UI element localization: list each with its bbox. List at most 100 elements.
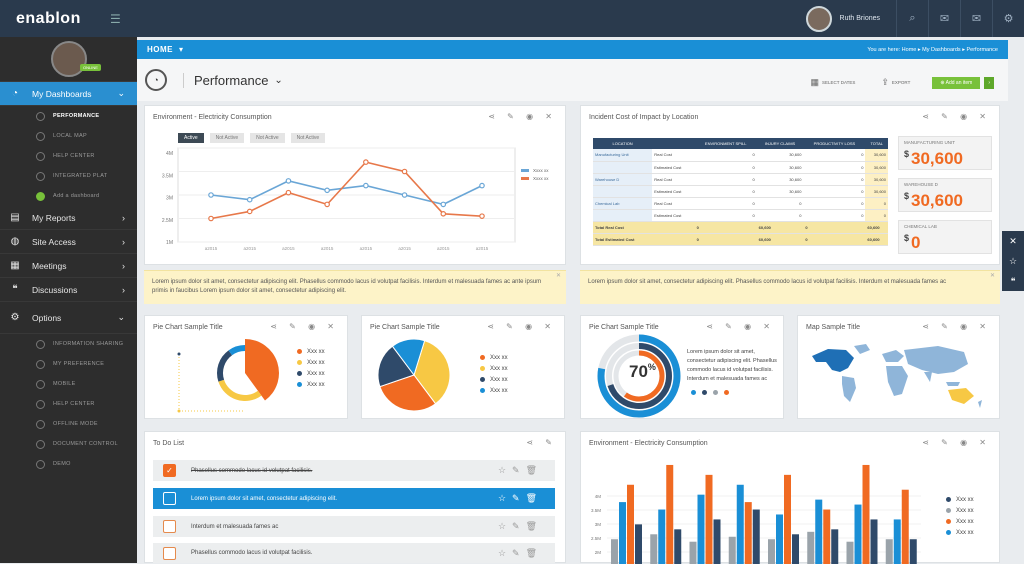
checkbox[interactable] xyxy=(163,492,176,505)
tab-not-active[interactable]: Not Active xyxy=(209,133,245,143)
table-row[interactable]: Warehouse D Real Cost 0 30,600 0 30,600 xyxy=(593,173,888,186)
card-actions[interactable]: ⋖ ✎ ◉ ✕ xyxy=(488,112,557,121)
chat-icon[interactable]: ❝ xyxy=(1010,275,1016,286)
data-point xyxy=(440,201,447,208)
world-map[interactable] xyxy=(798,316,1001,420)
table-cell: 0 xyxy=(756,197,804,210)
sidebar-sub-demo[interactable]: DEMO xyxy=(0,454,137,474)
sidebar-item-my-dashboards[interactable]: ◔ My Dashboards ⌄ xyxy=(0,82,137,106)
profile-avatar[interactable] xyxy=(50,41,87,77)
sidebar-sub-my-preference[interactable]: MY PREFERENCE xyxy=(0,354,137,374)
sidebar-item-meetings[interactable]: ▦ Meetings › xyxy=(0,254,137,278)
card-actions[interactable]: ⋖ ✎ ◉ ✕ xyxy=(487,322,556,331)
stat-value: $30,600 xyxy=(904,149,963,169)
table-row[interactable]: Chemical Lab Real Cost 0 0 0 0 xyxy=(593,197,888,210)
table-header: PRODUCTIVITY LOSS xyxy=(803,138,866,149)
sidebar-sub-document-control[interactable]: DOCUMENT CONTROL xyxy=(0,434,137,454)
card-title: Pie Chart Sample Title xyxy=(153,324,223,331)
checkbox[interactable] xyxy=(163,520,176,533)
table-row[interactable]: Manufacturing Unit Real Cost 0 30,600 0 30,60… xyxy=(593,149,888,162)
gear-icon[interactable]: ⚙ xyxy=(992,0,1024,37)
card-actions[interactable]: ⋖ ✎ ◉ ✕ xyxy=(922,322,991,331)
home-menu[interactable]: HOME xyxy=(147,45,173,54)
sidebar-sub-help-center[interactable]: HELP CENTER xyxy=(0,146,137,166)
amount: 30,600 xyxy=(911,149,964,168)
breadcrumb[interactable]: You are here: Home ▸ My Dashboards ▸ Per… xyxy=(867,46,998,53)
tab-not-active[interactable]: Not Active xyxy=(250,133,285,143)
pie-description: Lorem ipsum dolor sit amet, consectetur … xyxy=(687,349,777,382)
todo-actions[interactable]: ☆✎🗑 xyxy=(497,465,543,475)
tab-not-active[interactable]: Not Active xyxy=(290,133,326,143)
tab-active[interactable]: Active xyxy=(178,133,204,143)
legend-label: Xxxx xx xyxy=(533,176,549,181)
table-row[interactable]: Total Real Cost 0 60,600 0 60,600 xyxy=(593,221,888,234)
table-cell: 0 xyxy=(865,209,888,222)
chevron-down-icon[interactable]: ⌄ xyxy=(274,74,283,86)
table-row[interactable]: Total Estimated Cost 0 60,600 0 60,600 xyxy=(593,233,888,246)
star-icon[interactable]: ☆ xyxy=(1008,255,1018,266)
select-dates-button[interactable]: ▦ SELECT DATES xyxy=(807,75,860,90)
chevron-down-icon[interactable]: ▾ xyxy=(179,45,184,54)
todo-item[interactable]: ✓ Phasellus commodo lacus id volutpat fa… xyxy=(153,460,555,481)
card-actions[interactable]: ⋖ ✎ ◉ ✕ xyxy=(270,322,339,331)
sidebar-item-my-reports[interactable]: ▤ My Reports › xyxy=(0,206,137,230)
y-tick-label: 3M xyxy=(595,522,602,527)
close-icon[interactable]: ✕ xyxy=(555,273,561,279)
sidebar-item-site-access[interactable]: ◍ Site Access › xyxy=(0,230,137,254)
checkbox[interactable] xyxy=(163,546,176,560)
checkbox-checked[interactable]: ✓ xyxy=(163,464,176,477)
table-cell: 30,600 xyxy=(756,161,804,174)
stat-label: MANUFACTURING UNIT xyxy=(904,140,955,145)
sidebar-item-options[interactable]: ⚙ Options ⌄ xyxy=(0,302,137,334)
close-icon[interactable]: ✕ xyxy=(989,273,995,279)
todo-item[interactable]: Interdum et malesuada fames ac ☆✎🗑 xyxy=(153,516,555,537)
bar xyxy=(823,509,831,564)
page-title[interactable]: Performance xyxy=(183,72,268,88)
add-item-button[interactable]: ⊕ Add an item xyxy=(932,76,981,89)
card-actions[interactable]: ⋖ ✎ xyxy=(526,438,557,447)
sidebar: ONLINE ◔ My Dashboards ⌄ PERFORMANCE LOC… xyxy=(0,37,137,563)
todo-actions[interactable]: ☆✎🗑 xyxy=(497,493,543,503)
stat-manufacturing: MANUFACTURING UNIT $30,600 xyxy=(898,136,992,170)
chevron-right-icon[interactable]: › xyxy=(984,76,994,89)
menu-icon[interactable]: ☰ xyxy=(110,11,121,26)
top-bar: enablon ☰ Ruth Briones ⌕ ✉ ✉ ⚙ xyxy=(0,0,1024,37)
search-icon[interactable]: ⌕ xyxy=(896,0,928,37)
todo-actions[interactable]: ☆✎🗑 xyxy=(497,521,543,531)
sidebar-sub-integrated-plat[interactable]: INTEGRATED PLAT xyxy=(0,166,137,186)
user-avatar[interactable] xyxy=(805,5,832,32)
close-icon[interactable]: ✕ xyxy=(1009,235,1017,246)
sidebar-sub-performance[interactable]: PERFORMANCE xyxy=(0,106,137,126)
card-actions[interactable]: ⋖ ✎ ◉ ✕ xyxy=(706,322,775,331)
gear-icon xyxy=(36,339,45,349)
bar xyxy=(728,536,736,564)
pie-chart xyxy=(377,338,451,412)
table-cell: 0 xyxy=(694,197,757,210)
mail-icon[interactable]: ✉ xyxy=(960,0,992,37)
gear-icon xyxy=(36,459,45,469)
map-new-zealand xyxy=(978,400,982,408)
table-cell: 0 xyxy=(694,209,757,222)
todo-actions[interactable]: ☆✎🗑 xyxy=(497,547,543,558)
add-dashboard-link[interactable]: Add a dashboard xyxy=(0,186,137,206)
todo-item[interactable]: Lorem ipsum dolor sit amet, consectetur … xyxy=(153,488,555,509)
sidebar-sub-mobile[interactable]: MOBILE xyxy=(0,374,137,394)
table-row[interactable]: Estimated Cost 0 30,600 0 30,600 xyxy=(593,161,888,174)
sidebar-sub-help-center-2[interactable]: HELP CENTER xyxy=(0,394,137,414)
sidebar-sub-information-sharing[interactable]: INFORMATION SHARING xyxy=(0,334,137,354)
sidebar-item-discussions[interactable]: ❝ Discussions › xyxy=(0,278,137,302)
table-row[interactable]: Estimated Cost 0 30,600 0 30,600 xyxy=(593,185,888,198)
data-point xyxy=(479,213,485,219)
sidebar-sub-offline-mode[interactable]: OFFLINE MODE xyxy=(0,414,137,434)
sidebar-sub-local-map[interactable]: LOCAL MAP xyxy=(0,126,137,146)
table-row[interactable]: Estimated Cost 0 0 0 0 xyxy=(593,209,888,222)
table-cell: 0 xyxy=(803,173,866,186)
card-actions[interactable]: ⋖ ✎ ◉ ✕ xyxy=(922,112,991,121)
user-name[interactable]: Ruth Briones xyxy=(839,15,880,22)
chat-icon[interactable]: ✉ xyxy=(928,0,960,37)
bar xyxy=(697,494,705,564)
todo-item[interactable]: Phasellus commodo lacus id volutpat faci… xyxy=(153,543,555,563)
card-actions[interactable]: ⋖ ✎ ◉ ✕ xyxy=(922,438,991,447)
data-point xyxy=(324,187,330,194)
export-button[interactable]: ⇪ EXPORT xyxy=(877,75,914,90)
